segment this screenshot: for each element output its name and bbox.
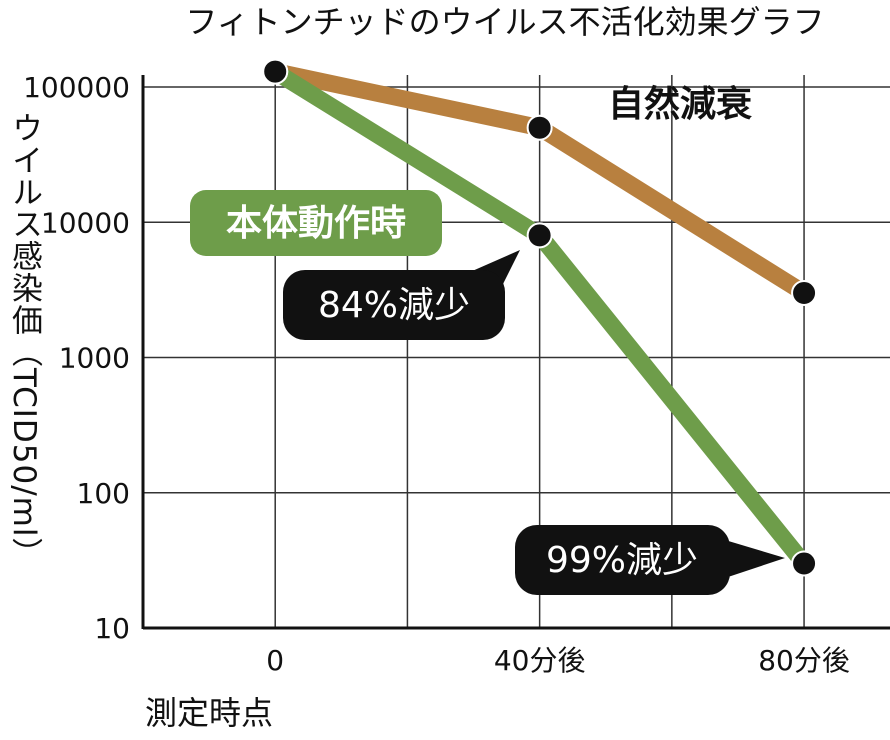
y-axis-label: ウイルス感染価（TCID50/ml） bbox=[6, 112, 42, 570]
callout-box bbox=[283, 270, 505, 340]
point bbox=[791, 550, 818, 577]
y-tick-label: 1000 bbox=[59, 342, 130, 375]
point bbox=[791, 279, 818, 306]
y-tick-label: 10 bbox=[94, 612, 130, 645]
series-label: 本体動作時 bbox=[226, 203, 406, 244]
x-tick-label: 80分後 bbox=[758, 644, 850, 677]
x-tick-label: 40分後 bbox=[494, 644, 586, 677]
annotation: 99%減少 bbox=[546, 540, 698, 581]
y-tick-label: 100 bbox=[77, 477, 130, 510]
y-tick-label: 100000 bbox=[23, 71, 130, 104]
point bbox=[526, 114, 553, 141]
point bbox=[262, 58, 289, 85]
annotation: 84%減少 bbox=[318, 285, 470, 326]
x-axis-label: 測定時点 bbox=[145, 694, 273, 732]
callout-pointer bbox=[725, 540, 785, 578]
series-label-box bbox=[190, 190, 442, 256]
chart-title: フィトンチッドのウイルス不活化効果グラフ bbox=[185, 3, 824, 41]
series-label: 自然減衰 bbox=[608, 83, 752, 125]
callout-box bbox=[515, 525, 730, 595]
x-tick-label: 0 bbox=[266, 644, 284, 677]
point bbox=[526, 222, 553, 249]
y-tick-label: 10000 bbox=[41, 206, 130, 239]
